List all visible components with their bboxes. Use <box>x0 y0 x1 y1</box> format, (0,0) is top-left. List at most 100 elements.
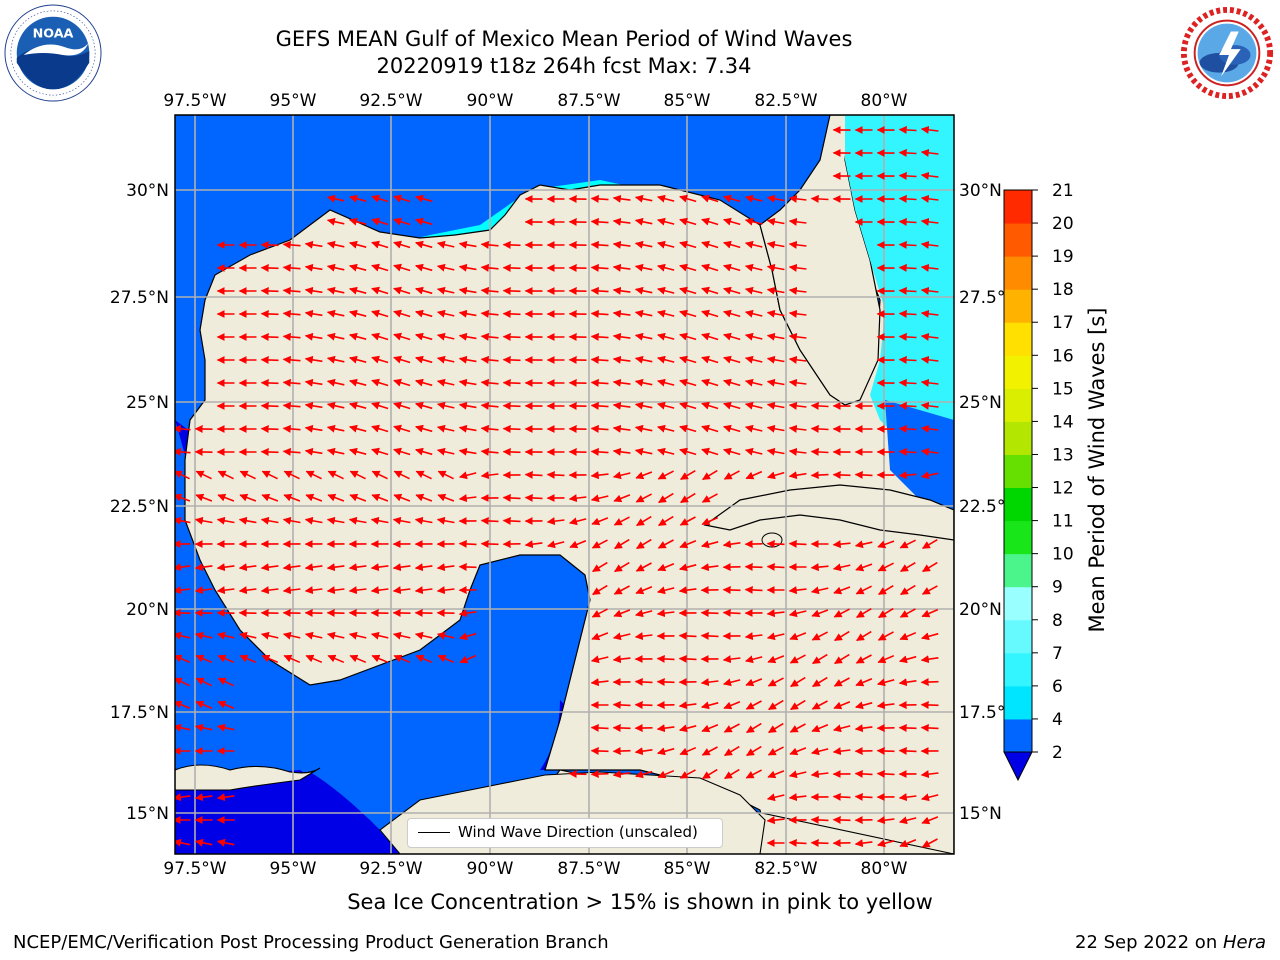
wind-arrow-363 <box>701 447 719 456</box>
wind-arrow-421 <box>437 493 455 502</box>
wind-arrow-709 <box>701 746 718 756</box>
wind-arrow-451 <box>546 517 565 526</box>
wind-arrow-534 <box>392 586 411 595</box>
wind-arrow-397 <box>680 470 696 480</box>
wind-arrow-248 <box>371 378 389 387</box>
wind-arrow-730 <box>788 770 807 779</box>
wind-arrow-568 <box>591 608 608 618</box>
wind-arrow-116 <box>766 263 785 272</box>
wind-arrow-384 <box>393 470 410 480</box>
wind-arrow-479 <box>614 538 630 550</box>
wind-arrow-24 <box>612 194 631 203</box>
colorbar-frame <box>1003 189 1033 753</box>
wind-arrow-267 <box>788 378 807 387</box>
colorbar-level-label-10: 14 <box>1052 412 1074 432</box>
wind-arrow-161 <box>436 309 455 318</box>
wind-arrow-539 <box>613 585 630 595</box>
wind-arrow-552 <box>900 584 916 596</box>
wind-arrow-50 <box>657 217 675 226</box>
wind-arrow-571 <box>656 609 675 618</box>
wind-arrow-530 <box>304 586 323 595</box>
wind-arrow-688 <box>656 724 675 733</box>
colorbar-level-label-2: 6 <box>1052 677 1063 697</box>
wind-arrow-677 <box>833 701 851 710</box>
wind-arrow-533 <box>370 586 389 595</box>
wind-arrow-252 <box>458 378 477 387</box>
wind-arrow-253 <box>480 378 499 387</box>
wind-arrow-232 <box>679 355 697 364</box>
wind-arrow-599 <box>612 632 631 641</box>
wind-arrow-290 <box>634 401 653 410</box>
wind-arrow-414 <box>283 493 301 502</box>
wind-arrow-87 <box>788 240 807 249</box>
wind-arrow-382 <box>349 470 366 480</box>
wind-arrow-313 <box>371 424 389 433</box>
wind-arrow-449 <box>502 516 521 525</box>
wind-arrow-359 <box>612 447 631 456</box>
wind-arrow-672 <box>723 701 741 710</box>
wind-arrow-383 <box>371 470 388 480</box>
sea-ice-note: Sea Ice Concentration > 15% is shown in … <box>347 890 933 914</box>
wind-arrow-147 <box>788 286 807 295</box>
wind-arrow-606 <box>766 632 785 641</box>
wind-arrow-758 <box>921 816 939 825</box>
wind-arrow-150 <box>920 286 939 295</box>
wind-arrow-721 <box>590 770 609 779</box>
wind-arrow-608 <box>811 631 828 641</box>
y-tick-right-1: 27.5°N <box>959 288 1018 308</box>
wind-arrow-492 <box>899 539 916 549</box>
colorbar-extend-triangle <box>1003 751 1033 782</box>
wind-arrow-433 <box>701 493 718 503</box>
wind-arrow-458 <box>701 516 719 526</box>
wind-arrow-631 <box>656 654 675 663</box>
wind-arrow-391 <box>546 470 565 479</box>
wind-arrow-141 <box>657 286 675 295</box>
wind-arrow-600 <box>634 632 653 641</box>
wind-arrow-761 <box>216 838 235 847</box>
title-line-1: GEFS MEAN Gulf of Mexico Mean Period of … <box>275 27 853 51</box>
colorbar-swatch-1 <box>1004 685 1032 720</box>
wind-arrow-120 <box>920 263 939 272</box>
wind-arrow-503 <box>370 563 389 572</box>
wind-arrow-481 <box>657 539 674 549</box>
wind-arrow-649 <box>634 677 653 686</box>
colorbar-level-label-0: 2 <box>1052 743 1063 763</box>
wind-arrow-56 <box>788 217 807 226</box>
wind-arrow-338 <box>920 424 939 433</box>
wind-arrow-640 <box>855 654 872 664</box>
wind-arrow-693 <box>768 722 784 734</box>
wind-arrow-746 <box>898 793 917 802</box>
wind-arrow-525 <box>194 586 213 595</box>
wind-arrow-376 <box>217 470 234 480</box>
wind-arrow-617 <box>239 654 257 664</box>
wind-arrow-613 <box>921 632 939 641</box>
wind-arrow-398 <box>702 469 718 481</box>
wind-arrow-78 <box>590 240 609 249</box>
wind-arrow-157 <box>349 309 367 318</box>
wind-arrow-574 <box>722 608 741 617</box>
wind-arrow-261 <box>657 378 675 387</box>
wind-arrow-360 <box>634 447 653 456</box>
wind-arrow-657 <box>812 676 828 688</box>
wind-arrow-768 <box>899 839 917 848</box>
wind-arrow-699 <box>898 723 917 732</box>
wind-arrow-164 <box>502 309 521 318</box>
colorbar-swatch-3 <box>1004 619 1032 654</box>
wind-arrow-330 <box>744 424 763 433</box>
land-mexico-central-america <box>175 770 400 854</box>
wind-arrow-592 <box>348 631 367 640</box>
wind-arrow-344 <box>282 447 301 456</box>
wind-arrow-436 <box>216 516 235 525</box>
wind-arrow-237 <box>788 355 807 364</box>
wind-arrow-661 <box>898 678 917 687</box>
wind-arrow-79 <box>612 240 631 249</box>
wind-arrow-767 <box>877 839 895 848</box>
wind-arrow-697 <box>854 724 873 733</box>
wind-arrow-177 <box>788 309 807 318</box>
wind-arrow-126 <box>326 286 345 295</box>
wind-arrow-15 <box>326 194 345 203</box>
wind-arrow-163 <box>480 309 499 318</box>
colorbar-level-label-16: 20 <box>1052 214 1074 234</box>
nws-logo-icon <box>1178 4 1276 102</box>
wind-arrow-158 <box>371 309 389 318</box>
